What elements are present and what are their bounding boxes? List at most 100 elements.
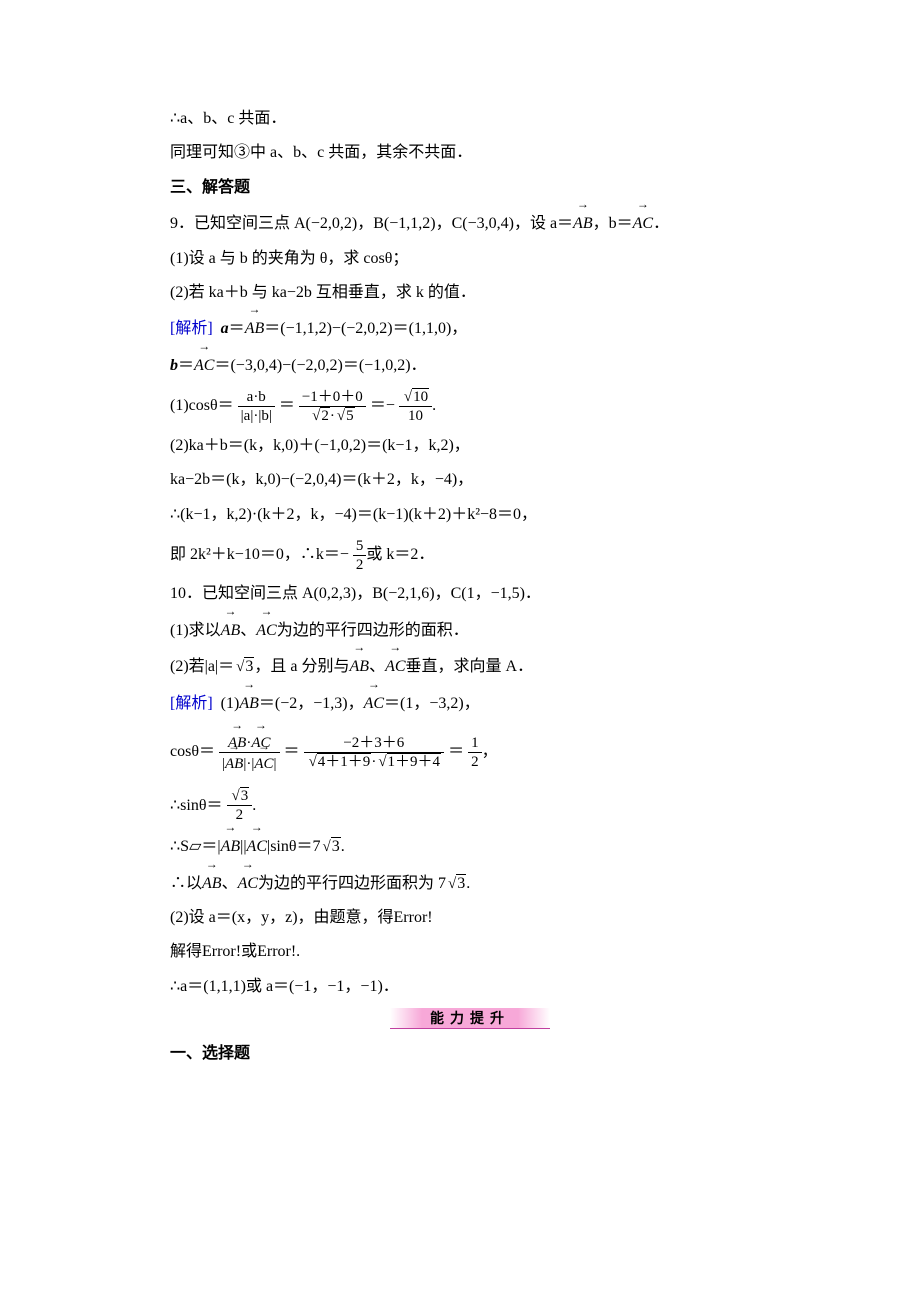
radicand: 2 bbox=[320, 407, 330, 424]
text: (2)若|a|＝ bbox=[170, 658, 234, 675]
vector-ac: AC bbox=[633, 207, 653, 239]
text: ＝ bbox=[279, 397, 295, 414]
q10-part1: (1)求以AB、AC为边的平行四边形的面积． bbox=[170, 614, 770, 646]
para-coplanar-2: 同理可知③中 a、b、c 共面，其余不共面． bbox=[170, 138, 770, 168]
radicand: 10 bbox=[412, 388, 429, 405]
text: ∴(k−1，k,2)·(k＋2，k，−4)＝(k−1)(k＋2)＋k²−8＝0， bbox=[170, 506, 537, 523]
radicand: 5 bbox=[345, 407, 355, 424]
vector-ab: AB bbox=[245, 312, 265, 344]
text: (1) bbox=[221, 695, 240, 712]
denominator: |AB|·|AC| bbox=[219, 753, 280, 773]
ability-banner: 能力提升 bbox=[390, 1008, 550, 1029]
radicand: 1＋9＋4 bbox=[387, 753, 442, 770]
text: (2)设 a＝(x，y，z)，由题意，得Error! bbox=[170, 909, 433, 926]
numerator: 10 bbox=[399, 388, 432, 407]
denominator: 10 bbox=[399, 407, 432, 425]
text: . bbox=[252, 797, 256, 814]
text: |sinθ＝7 bbox=[267, 838, 321, 855]
vector-ab: AB bbox=[221, 830, 241, 862]
text: ，b＝ bbox=[593, 215, 633, 232]
q9-analysis-line1: [解析] a＝AB＝(−1,1,2)−(−2,0,2)＝(1,1,0)， bbox=[170, 312, 770, 344]
q9-part1: (1)设 a 与 b 的夹角为 θ，求 cosθ； bbox=[170, 244, 770, 274]
section-one-choice: 一、选择题 bbox=[170, 1039, 770, 1069]
sqrt: 4＋1＋9 bbox=[307, 753, 372, 771]
fraction: −1＋0＋0 2·5 bbox=[299, 388, 366, 425]
radicand: 3 bbox=[331, 837, 341, 855]
fraction: −2＋3＋6 4＋1＋9·1＋9＋4 bbox=[304, 734, 445, 771]
text: 或 k＝2． bbox=[366, 546, 434, 563]
q9-kab-3: ∴(k−1，k,2)·(k＋2，k，−4)＝(k−1)(k＋2)＋k²−8＝0， bbox=[170, 500, 770, 530]
text: ， bbox=[482, 743, 498, 760]
q10-cos-theta: cosθ＝ AB·AC |AB|·|AC| ＝ −2＋3＋6 4＋1＋9·1＋9… bbox=[170, 723, 770, 781]
fraction: AB·AC |AB|·|AC| bbox=[219, 732, 280, 773]
vector-ac: AC bbox=[385, 650, 405, 682]
denominator: 2·5 bbox=[299, 407, 366, 425]
vector-ac: AC bbox=[194, 349, 214, 381]
vector-ab: AB bbox=[225, 753, 243, 773]
text: (2)ka＋b＝(k，k,0)＋(−1,0,2)＝(k−1，k,2)， bbox=[170, 437, 470, 454]
page: ∴a、b、c 共面． 同理可知③中 a、b、c 共面，其余不共面． 三、解答题 … bbox=[0, 0, 920, 1302]
text: a bbox=[221, 320, 229, 337]
radicand: 4＋1＋9 bbox=[317, 753, 372, 770]
heading: 三、解答题 bbox=[170, 179, 250, 196]
denominator: 2 bbox=[468, 753, 482, 771]
text: ，且 a 分别与 bbox=[254, 658, 349, 675]
numerator: −1＋0＋0 bbox=[299, 388, 366, 407]
numerator: −2＋3＋6 bbox=[304, 734, 445, 753]
text: ＝(1，−3,2)， bbox=[384, 695, 480, 712]
text: . bbox=[432, 397, 436, 414]
vector-ac: AC bbox=[256, 614, 276, 646]
text: 解得Error!或Error!. bbox=[170, 943, 300, 960]
text: ＝(−3,0,4)−(−2,0,2)＝(−1,0,2)． bbox=[214, 357, 426, 374]
q9-kab-2: ka−2b＝(k，k,0)−(−2,0,4)＝(k＋2，k，−4)， bbox=[170, 465, 770, 495]
sqrt: 10 bbox=[402, 388, 429, 406]
q9-cos-theta: (1)cosθ＝ a·b |a|·|b| ＝ −1＋0＋0 2·5 ＝− 10 … bbox=[170, 385, 770, 427]
text: 、 bbox=[222, 875, 238, 892]
q10-area: ∴S▱＝|AB||AC|sinθ＝73. bbox=[170, 830, 770, 862]
text: (1)求以 bbox=[170, 622, 221, 639]
numerator: a·b bbox=[238, 388, 275, 407]
text: 为边的平行四边形的面积． bbox=[277, 622, 469, 639]
q10-part2-c: ∴a＝(1,1,1)或 a＝(−1，−1，−1)． bbox=[170, 972, 770, 1002]
banner-text: 能力提升 bbox=[430, 1010, 510, 1026]
fraction: 1 2 bbox=[468, 734, 482, 771]
sqrt: 5 bbox=[335, 407, 355, 425]
vector-ab: AB bbox=[239, 687, 259, 719]
analysis-label: [解析] bbox=[170, 695, 213, 712]
radicand: 3 bbox=[240, 787, 250, 804]
q10-part2: (2)若|a|＝3，且 a 分别与AB、AC垂直，求向量 A． bbox=[170, 650, 770, 682]
sqrt: 1＋9＋4 bbox=[376, 753, 441, 771]
text: ． bbox=[653, 215, 669, 232]
text: cosθ＝ bbox=[170, 743, 215, 760]
q10-analysis-line1: [解析] (1)AB＝(−2，−1,3)，AC＝(1，−3,2)， bbox=[170, 687, 770, 719]
text: 垂直，求向量 A． bbox=[406, 658, 534, 675]
text: (1)cosθ＝ bbox=[170, 397, 234, 414]
vector-ac: AC bbox=[238, 867, 258, 899]
denominator: |a|·|b| bbox=[238, 407, 275, 425]
vector-ab: AB bbox=[573, 207, 593, 239]
fraction: 10 10 bbox=[399, 388, 432, 425]
heading: 一、选择题 bbox=[170, 1045, 250, 1062]
q9-kab-4: 即 2k²＋k−10＝0，∴k＝− 5 2 或 k＝2． bbox=[170, 534, 770, 576]
text: 同理可知③中 a、b、c 共面，其余不共面． bbox=[170, 144, 472, 161]
text: ∴a＝(1,1,1)或 a＝(−1，−1，−1)． bbox=[170, 978, 399, 995]
vector-ac: AC bbox=[254, 753, 273, 773]
para-coplanar-1: ∴a、b、c 共面． bbox=[170, 104, 770, 134]
text: ＝(−2，−1,3)， bbox=[259, 695, 364, 712]
text: . bbox=[466, 875, 470, 892]
text: ＝ bbox=[448, 743, 464, 760]
denominator: 2 bbox=[353, 556, 367, 574]
text: . bbox=[341, 838, 345, 855]
q9-heading: 9．已知空间三点 A(−2,0,2)，B(−1,1,2)，C(−3,0,4)，设… bbox=[170, 207, 770, 239]
fraction: a·b |a|·|b| bbox=[238, 388, 275, 425]
text: ＝− bbox=[370, 397, 395, 414]
text: ka−2b＝(k，k,0)−(−2,0,4)＝(k＋2，k，−4)， bbox=[170, 471, 473, 488]
text: ＝(−1,1,2)−(−2,0,2)＝(1,1,0)， bbox=[264, 320, 467, 337]
text: 、 bbox=[240, 622, 256, 639]
sqrt: 3 bbox=[321, 832, 341, 862]
text: ∴sinθ＝ bbox=[170, 797, 223, 814]
section-three-solve: 三、解答题 bbox=[170, 173, 770, 203]
sqrt: 2 bbox=[310, 407, 330, 425]
q10-part2-a: (2)设 a＝(x，y，z)，由题意，得Error! bbox=[170, 903, 770, 933]
text: 为边的平行四边形面积为 7 bbox=[258, 875, 446, 892]
